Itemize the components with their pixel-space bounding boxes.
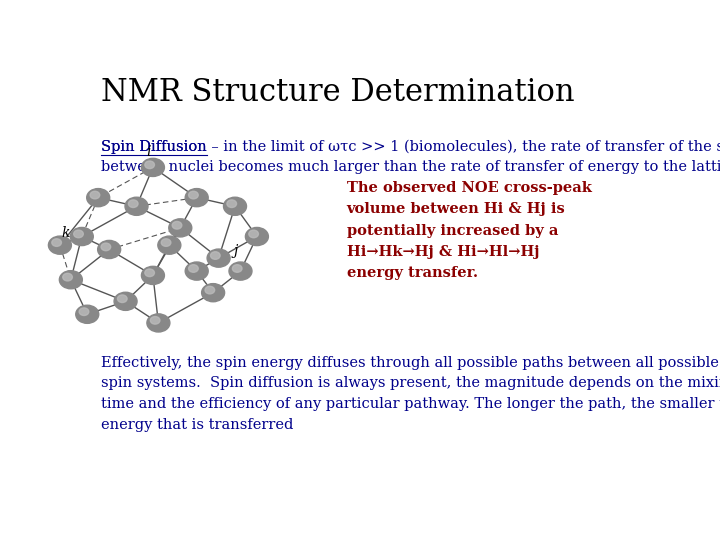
Circle shape bbox=[79, 308, 89, 315]
Text: j: j bbox=[233, 244, 238, 258]
Text: Spin Diffusion – in the limit of ωτc >> 1 (biomolecules), the rate of transfer o: Spin Diffusion – in the limit of ωτc >> … bbox=[101, 140, 720, 173]
Circle shape bbox=[229, 262, 252, 280]
Circle shape bbox=[189, 191, 198, 199]
Circle shape bbox=[147, 314, 170, 332]
Circle shape bbox=[52, 239, 61, 246]
Circle shape bbox=[98, 240, 121, 259]
Circle shape bbox=[90, 191, 100, 199]
Circle shape bbox=[205, 286, 215, 294]
Circle shape bbox=[161, 239, 171, 246]
Circle shape bbox=[210, 252, 220, 259]
Text: k: k bbox=[61, 226, 70, 240]
Circle shape bbox=[86, 188, 109, 207]
Circle shape bbox=[71, 227, 94, 246]
Circle shape bbox=[246, 227, 269, 246]
Circle shape bbox=[227, 200, 237, 207]
Circle shape bbox=[114, 292, 137, 310]
Circle shape bbox=[249, 230, 258, 238]
Circle shape bbox=[185, 262, 208, 280]
Circle shape bbox=[63, 273, 73, 281]
Circle shape bbox=[76, 305, 99, 323]
Circle shape bbox=[185, 188, 208, 207]
Circle shape bbox=[150, 316, 160, 324]
Circle shape bbox=[158, 236, 181, 254]
Circle shape bbox=[141, 158, 164, 177]
Text: Effectively, the spin energy diffuses through all possible paths between all pos: Effectively, the spin energy diffuses th… bbox=[101, 356, 720, 431]
Circle shape bbox=[145, 161, 155, 168]
Circle shape bbox=[207, 249, 230, 267]
Circle shape bbox=[202, 284, 225, 302]
Circle shape bbox=[73, 230, 84, 238]
Text: Spin Diffusion: Spin Diffusion bbox=[101, 140, 207, 154]
Text: NMR Structure Determination: NMR Structure Determination bbox=[101, 77, 575, 109]
Circle shape bbox=[59, 271, 82, 289]
Circle shape bbox=[189, 265, 198, 272]
Circle shape bbox=[125, 197, 148, 215]
Circle shape bbox=[48, 236, 71, 254]
Text: i: i bbox=[146, 145, 150, 159]
Circle shape bbox=[101, 243, 111, 251]
Circle shape bbox=[117, 295, 127, 302]
Circle shape bbox=[223, 197, 246, 215]
Circle shape bbox=[145, 269, 155, 276]
Circle shape bbox=[172, 221, 182, 229]
Circle shape bbox=[168, 219, 192, 237]
Text: The observed NOE cross-peak
volume between Hi & Hj is
potentially increased by a: The observed NOE cross-peak volume betwe… bbox=[347, 181, 592, 280]
Circle shape bbox=[141, 266, 164, 285]
Circle shape bbox=[128, 200, 138, 207]
Circle shape bbox=[233, 265, 242, 272]
